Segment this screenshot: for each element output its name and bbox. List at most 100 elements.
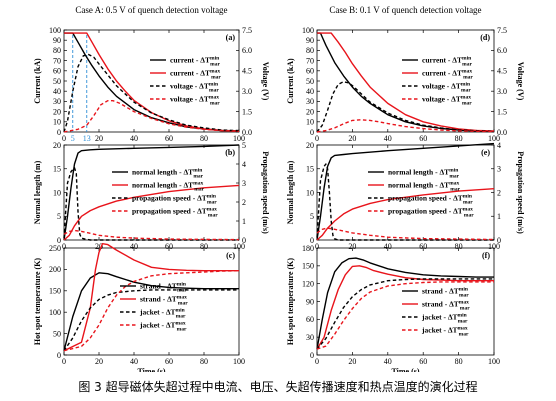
y2-tick-label: 7.5 [242, 26, 252, 35]
y2-tick-label: 4 [497, 141, 501, 150]
y-tick-label: 20 [306, 141, 314, 150]
y-tick-label: 10 [53, 118, 61, 127]
x-tick-label: 60 [165, 134, 173, 143]
x-tick-label: 40 [130, 242, 138, 251]
series-line-2 [63, 184, 240, 241]
y-tick-label: 250 [49, 244, 61, 253]
legend-entry: normal length - ΔTmax mar [388, 181, 461, 193]
detection-marker-label: 13 [83, 134, 91, 143]
legend-entry: normal length - ΔTmin mar [132, 168, 204, 180]
y2-tick-label: 2 [242, 198, 246, 207]
x-tick-label: 20 [348, 357, 356, 366]
y-axis-label: Current (kA) [33, 58, 42, 104]
series-line-2 [316, 188, 495, 241]
y-tick-label: 200 [49, 265, 61, 274]
legend-entry: jacket - ΔTmin mar [139, 308, 186, 320]
x-tick-label: 20 [348, 242, 356, 251]
panel-title: Case A: 0.5 V of quench detection voltag… [75, 5, 227, 15]
series-line-3 [316, 278, 494, 350]
y2-tick-label: 6.0 [497, 46, 507, 55]
legend-entry: jacket - ΔTmax mar [421, 326, 469, 338]
panel-d: Case B: 0.1 V of quench detection voltag… [286, 5, 525, 143]
y-tick-label: 30 [53, 97, 61, 106]
legend-entry: normal length - ΔTmin mar [388, 168, 460, 180]
y-axis-label: Normal length (m) [286, 160, 295, 224]
x-tick-label: 0 [315, 134, 319, 143]
x-tick-label: 40 [384, 134, 392, 143]
legend-entry: voltage - ΔTmax mar [170, 95, 220, 107]
panel-title: Case B: 0.1 V of quench detection voltag… [329, 5, 481, 15]
legend-entry: voltage - ΔTmin mar [422, 82, 471, 94]
legend-entry: strand - ΔTmax mar [140, 295, 188, 307]
y-tick-label: 20 [53, 141, 61, 150]
y2-tick-label: 7.5 [497, 26, 507, 35]
panel-label: (e) [481, 148, 490, 157]
x-tick-label: 20 [348, 134, 356, 143]
series-line-4 [63, 99, 240, 133]
x-tick-label: 20 [95, 134, 103, 143]
panel-label: (a) [226, 33, 236, 42]
y-tick-label: 20 [53, 107, 61, 116]
x-tick-label: 40 [130, 357, 138, 366]
panel-a: Case A: 0.5 V of quench detection voltag… [33, 5, 270, 143]
panel-label: (d) [480, 33, 490, 42]
series-line-2 [64, 32, 240, 132]
y-tick-label: 70 [53, 56, 61, 65]
legend-entry: jacket - ΔTmax mar [139, 321, 187, 333]
y-tick-label: 100 [49, 308, 61, 317]
series-line-4 [316, 227, 495, 241]
x-axis-label: Time (s) [391, 367, 419, 372]
y2-tick-label: 0.0 [242, 128, 252, 137]
y2-axis-label: Voltage (V) [261, 62, 270, 101]
x-tick-label: 80 [200, 134, 208, 143]
y-tick-label: 0 [57, 236, 61, 245]
y-tick-label: 100 [302, 26, 314, 35]
series-line-4 [63, 270, 240, 352]
x-tick-label: 60 [165, 242, 173, 251]
series-line-2 [63, 242, 239, 352]
y2-tick-label: 0 [242, 236, 246, 245]
y-tick-label: 5 [310, 212, 314, 221]
x-tick-label: 100 [488, 357, 500, 366]
x-tick-label: 40 [384, 242, 392, 251]
x-tick-label: 100 [488, 134, 500, 143]
y-tick-label: 10 [53, 188, 61, 197]
x-tick-label: 60 [419, 134, 427, 143]
x-tick-label: 60 [419, 242, 427, 251]
legend-entry: strand - ΔTmax mar [422, 300, 470, 312]
y-tick-label: 60 [306, 67, 314, 76]
x-tick-label: 0 [315, 242, 319, 251]
y-tick-label: 40 [53, 87, 61, 96]
panel-label: (b) [225, 148, 235, 157]
series-line-4 [63, 229, 240, 241]
x-tick-label: 80 [455, 242, 463, 251]
plot-frame [316, 144, 495, 241]
series-line-2 [317, 32, 495, 132]
legend-entry: voltage - ΔTmax mar [422, 95, 472, 107]
y-tick-label: 60 [306, 315, 314, 324]
x-tick-label: 80 [200, 242, 208, 251]
x-tick-label: 80 [455, 357, 463, 366]
x-tick-label: 60 [165, 357, 173, 366]
y2-axis-label: Voltage (V) [516, 62, 525, 101]
x-tick-label: 80 [455, 134, 463, 143]
y2-tick-label: 1 [242, 217, 246, 226]
y2-tick-label: 2 [497, 188, 501, 197]
legend-entry: normal length - ΔTmax mar [132, 181, 205, 193]
y2-tick-label: 3 [497, 165, 501, 174]
x-tick-label: 100 [233, 357, 245, 366]
figure: Case A: 0.5 V of quench detection voltag… [33, 5, 525, 372]
y-tick-label: 100 [49, 26, 61, 35]
y-tick-label: 0 [310, 128, 314, 137]
series-line-1 [316, 257, 494, 350]
y2-tick-label: 6.0 [242, 46, 252, 55]
y-tick-label: 50 [53, 329, 61, 338]
y2-axis-label: Propagation speed (m/s) [516, 151, 525, 234]
series-line-3 [63, 289, 239, 352]
y2-tick-label: 4.5 [497, 67, 507, 76]
legend-entry: current - ΔTmax mar [422, 69, 473, 81]
x-tick-label: 100 [233, 242, 245, 251]
